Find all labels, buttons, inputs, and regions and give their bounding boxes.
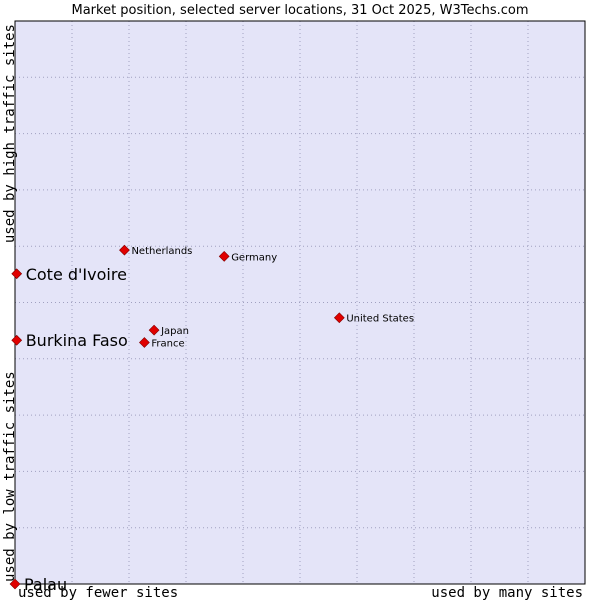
point-united-states: United States [333, 312, 414, 325]
point-burkina-faso: Burkina Faso [11, 331, 128, 350]
point-marker-palau [9, 578, 21, 590]
point-label-netherlands: Netherlands [131, 246, 192, 257]
point-label-japan: Japan [160, 326, 189, 337]
y-axis-label-top: used by high traffic sites [2, 24, 18, 243]
point-label-palau: Palau [24, 575, 67, 594]
point-cote-d-ivoire: Cote d'Ivoire [11, 265, 127, 284]
y-axis-label-bottom: used by low traffic sites [2, 371, 18, 582]
point-label-france: France [151, 338, 184, 349]
grid [15, 21, 585, 584]
data-points: Netherlands Germany Cote d'Ivoire United St… [9, 244, 414, 594]
point-japan: Japan [148, 324, 189, 337]
point-label-united-states: United States [346, 314, 414, 325]
point-marker-japan [148, 324, 160, 336]
point-label-burkina-faso: Burkina Faso [26, 331, 128, 350]
point-netherlands: Netherlands [119, 244, 192, 257]
point-marker-united-states [333, 312, 345, 324]
point-label-germany: Germany [231, 252, 277, 263]
point-label-cote-d-ivoire: Cote d'Ivoire [26, 265, 127, 284]
point-marker-france [139, 337, 150, 348]
plot-border [14, 20, 586, 585]
point-marker-netherlands [119, 244, 130, 256]
x-axis-label-left: used by fewer sites [18, 585, 178, 600]
chart-title: Market position, selected server locatio… [71, 3, 528, 18]
point-marker-cote-d-ivoire [11, 268, 23, 280]
point-germany: Germany [218, 250, 277, 263]
point-france: France [139, 337, 185, 349]
point-palau: Palau [9, 575, 67, 594]
point-marker-burkina-faso [11, 334, 23, 346]
x-axis-label-right: used by many sites [431, 585, 583, 600]
point-marker-germany [218, 250, 230, 262]
